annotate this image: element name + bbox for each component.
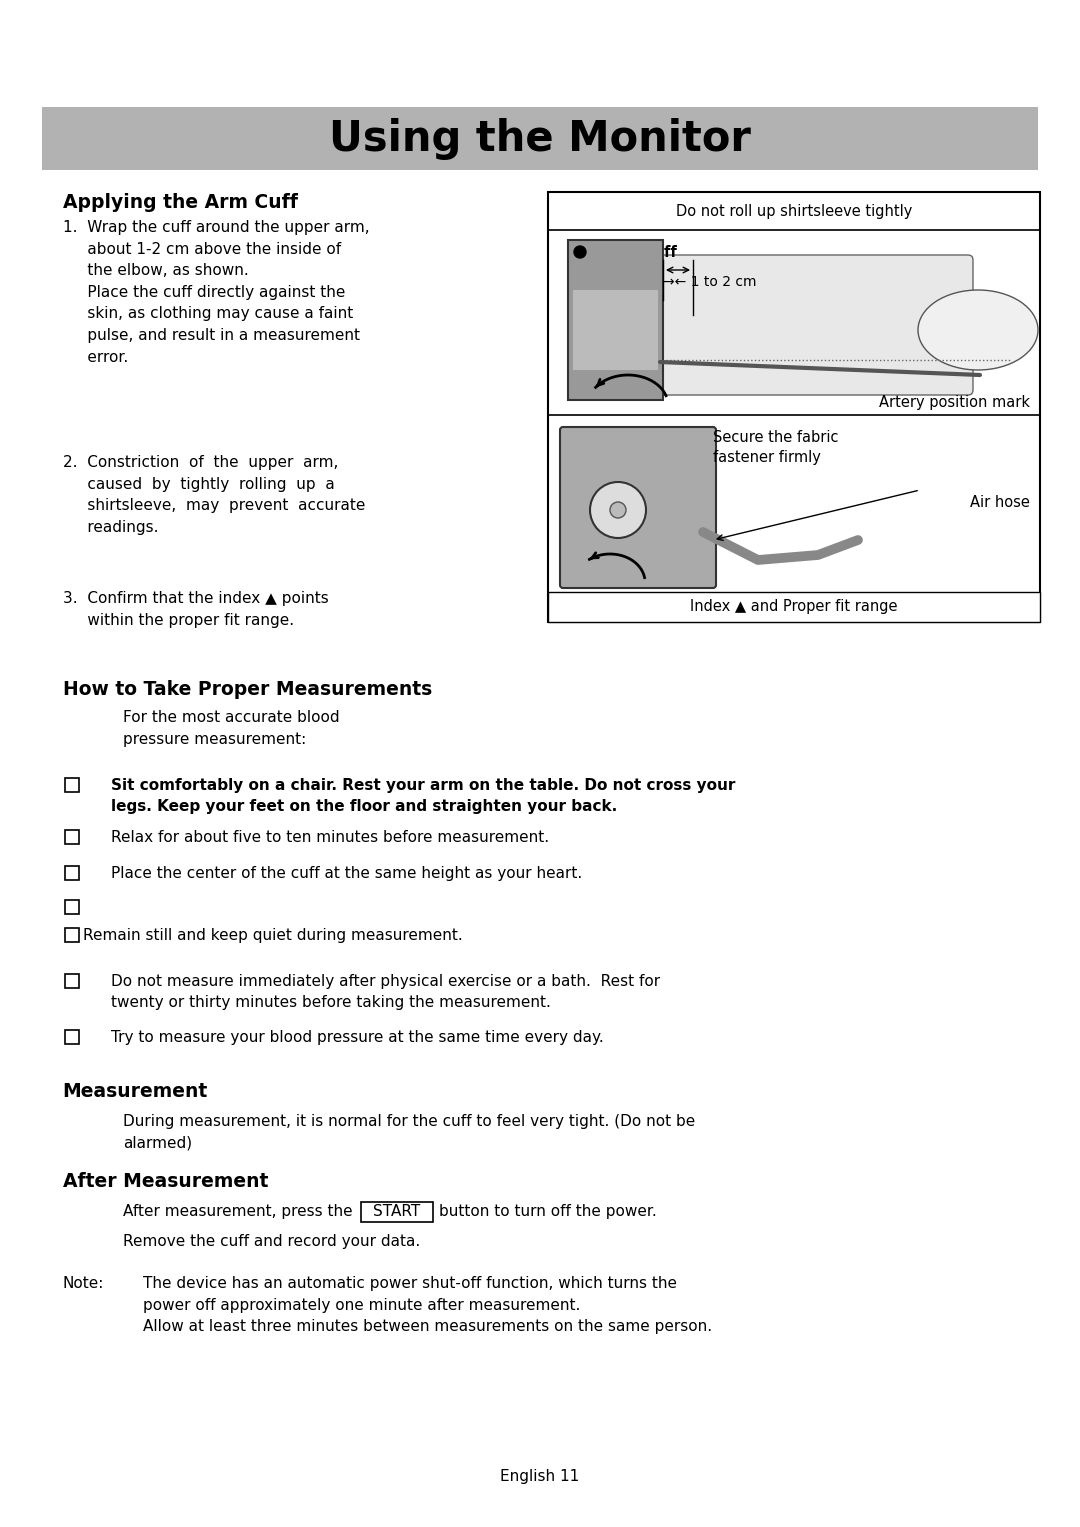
- Bar: [65, 866, 79, 880]
- Circle shape: [610, 502, 626, 518]
- Text: After Measurement: After Measurement: [63, 1173, 268, 1191]
- Bar: [65, 974, 79, 988]
- Text: Do not measure immediately after physical exercise or a bath.  Rest for
twenty o: Do not measure immediately after physica…: [110, 974, 660, 1009]
- Bar: [573, 290, 658, 370]
- Text: After measurement, press the: After measurement, press the: [123, 1203, 352, 1219]
- Bar: [65, 928, 79, 942]
- FancyBboxPatch shape: [568, 240, 663, 400]
- Text: START: START: [373, 1205, 420, 1220]
- Text: Note:: Note:: [63, 1277, 104, 1290]
- Text: Applying the Arm Cuff: Applying the Arm Cuff: [63, 192, 297, 212]
- Text: Using the Monitor: Using the Monitor: [329, 118, 751, 159]
- Text: Secure the fabric
fastener firmly: Secure the fabric fastener firmly: [713, 431, 838, 464]
- Text: English 11: English 11: [500, 1469, 580, 1484]
- FancyBboxPatch shape: [561, 428, 716, 588]
- Circle shape: [573, 246, 586, 258]
- Bar: [42, 107, 1038, 169]
- Text: 2.  Constriction  of  the  upper  arm,
     caused  by  tightly  rolling  up  a
: 2. Constriction of the upper arm, caused…: [63, 455, 365, 534]
- Text: Try to measure your blood pressure at the same time every day.: Try to measure your blood pressure at th…: [110, 1031, 604, 1044]
- Text: Air hose: Air hose: [970, 495, 1030, 510]
- Bar: [548, 592, 1040, 621]
- Text: Artery position mark: Artery position mark: [879, 395, 1030, 411]
- Text: Do not roll up shirtsleeve tightly: Do not roll up shirtsleeve tightly: [676, 205, 913, 218]
- Text: Index ▲ and Proper fit range: Index ▲ and Proper fit range: [690, 600, 897, 614]
- Text: 3.  Confirm that the index ▲ points
     within the proper fit range.: 3. Confirm that the index ▲ points withi…: [63, 591, 328, 628]
- Text: Remove the cuff and record your data.: Remove the cuff and record your data.: [123, 1234, 420, 1249]
- Bar: [548, 192, 1040, 621]
- Text: Sit comfortably on a chair. Rest your arm on the table. Do not cross your
legs. : Sit comfortably on a chair. Rest your ar…: [110, 777, 735, 814]
- Circle shape: [590, 483, 646, 538]
- Bar: [65, 777, 79, 793]
- Text: For the most accurate blood
pressure measurement:: For the most accurate blood pressure mea…: [123, 710, 339, 747]
- Text: button to turn off the power.: button to turn off the power.: [438, 1203, 657, 1219]
- Text: Remain still and keep quiet during measurement.: Remain still and keep quiet during measu…: [83, 928, 462, 944]
- Text: Cuff: Cuff: [643, 244, 677, 260]
- Text: 1.  Wrap the cuff around the upper arm,
     about 1-2 cm above the inside of
  : 1. Wrap the cuff around the upper arm, a…: [63, 220, 369, 365]
- Text: Measurement: Measurement: [63, 1083, 207, 1101]
- Bar: [65, 899, 79, 915]
- Text: During measurement, it is normal for the cuff to feel very tight. (Do not be
ala: During measurement, it is normal for the…: [123, 1115, 694, 1151]
- Text: Relax for about five to ten minutes before measurement.: Relax for about five to ten minutes befo…: [110, 831, 549, 844]
- Text: →← 1 to 2 cm: →← 1 to 2 cm: [663, 275, 756, 289]
- Bar: [361, 1202, 433, 1222]
- Bar: [65, 1031, 79, 1044]
- Text: How to Take Proper Measurements: How to Take Proper Measurements: [63, 680, 432, 699]
- Ellipse shape: [918, 290, 1038, 370]
- Text: Place the center of the cuff at the same height as your heart.: Place the center of the cuff at the same…: [110, 866, 582, 881]
- Bar: [65, 831, 79, 844]
- FancyBboxPatch shape: [643, 255, 973, 395]
- Text: The device has an automatic power shut-off function, which turns the
power off a: The device has an automatic power shut-o…: [143, 1277, 712, 1335]
